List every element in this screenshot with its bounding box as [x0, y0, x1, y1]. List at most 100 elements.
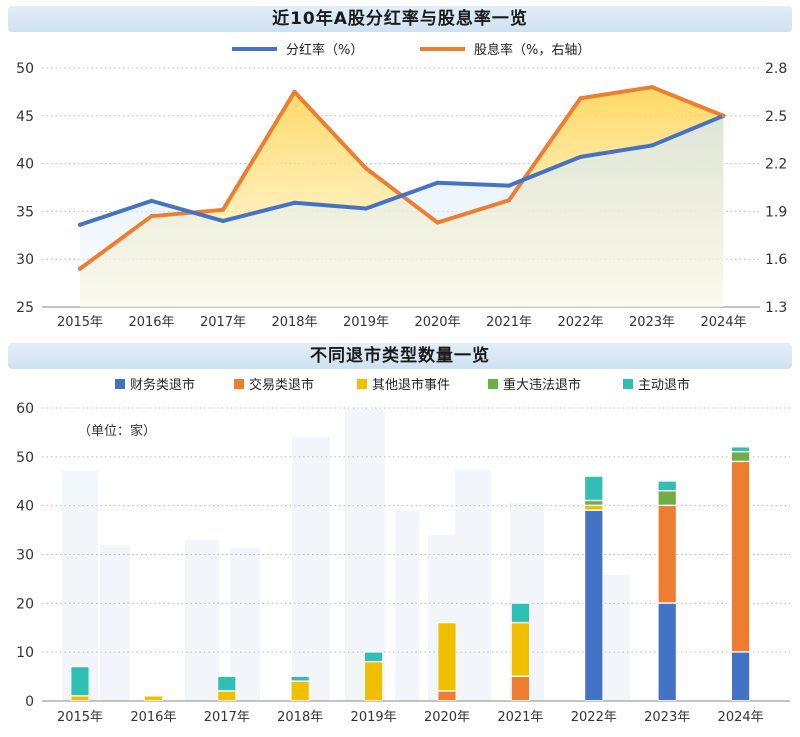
y-tick-label: 40	[16, 157, 34, 173]
bar-segment	[70, 695, 90, 701]
legend-swatch	[488, 379, 498, 389]
x-tick-label: 2021年	[486, 315, 532, 330]
bar-segment	[70, 666, 90, 696]
legend-swatch	[234, 379, 244, 389]
legend-label: 主动退市	[638, 377, 690, 393]
bar-segment	[290, 681, 310, 701]
x-tick-label: 2016年	[130, 710, 176, 725]
payout-ratio-point	[364, 206, 368, 211]
skyline-building	[292, 437, 330, 701]
y-tick-label: 40	[16, 499, 34, 515]
bar-segment	[584, 505, 604, 511]
bar-segment	[584, 500, 604, 506]
x-tick-label: 2024年	[700, 315, 746, 330]
x-tick-label: 2017年	[204, 710, 250, 725]
y2-tick-label: 2.2	[765, 157, 787, 173]
bar-segment	[437, 622, 457, 692]
dividend-yield-point	[221, 207, 225, 212]
bar-segment	[584, 510, 604, 701]
skyline-building	[100, 545, 130, 701]
bar-segment	[364, 651, 384, 662]
skyline-building	[395, 511, 419, 701]
x-tick-label: 2015年	[57, 710, 103, 725]
y-tick-label: 35	[16, 204, 34, 220]
bar-segment	[364, 661, 384, 701]
dividend-yield-point	[364, 166, 368, 171]
x-tick-label: 2022年	[557, 315, 603, 330]
y-tick-label: 10	[16, 645, 34, 661]
legend-swatch	[357, 379, 367, 389]
x-tick-label: 2024年	[718, 710, 764, 725]
bar-segment	[731, 651, 750, 701]
dividend-yield-point	[650, 85, 654, 90]
y2-tick-label: 2.8	[765, 61, 787, 77]
bar-segment	[731, 461, 750, 652]
bar-segment	[657, 505, 677, 604]
y-tick-label: 20	[16, 596, 34, 612]
payout-ratio-point	[650, 143, 654, 148]
bar-segment	[510, 676, 530, 701]
bar-segment	[657, 490, 677, 506]
x-tick-label: 2022年	[571, 710, 617, 725]
dividend-yield-point	[507, 198, 511, 203]
payout-ratio-point	[221, 218, 225, 223]
x-tick-label: 2023年	[644, 710, 690, 725]
y-tick-label: 50	[16, 61, 34, 77]
x-tick-label: 2015年	[57, 315, 103, 330]
x-tick-label: 2023年	[629, 315, 675, 330]
skyline-building	[62, 471, 98, 701]
payout-ratio-point	[78, 222, 82, 227]
y2-tick-label: 2.5	[765, 109, 787, 125]
y-tick-label: 25	[16, 300, 34, 316]
y-tick-label: 45	[16, 109, 34, 125]
x-tick-label: 2017年	[200, 315, 246, 330]
skyline-building	[230, 548, 260, 701]
bar-segment	[657, 480, 677, 491]
x-tick-label: 2020年	[424, 710, 470, 725]
x-tick-label: 2019年	[351, 710, 397, 725]
legend-label: 其他退市事件	[372, 377, 450, 393]
bar-segment	[510, 602, 530, 623]
delisting-bar-chart: 0 10 20 30 40 50 60 2015年 2016年 2017年 2018年 2019年 20…	[16, 377, 790, 725]
dividend-chart-title: 近10年A股分红率与股息率一览	[8, 6, 792, 32]
y2-tick-label: 1.9	[765, 204, 787, 220]
bar-segment	[290, 676, 310, 682]
dividend-yield-point	[149, 214, 154, 219]
bar-segment	[510, 622, 530, 677]
legend: 分红率（%） 股息率（%，右轴）	[232, 42, 590, 58]
y-tick-label: 30	[16, 252, 34, 268]
dividend-yield-point	[78, 266, 82, 271]
x-tick-label: 2019年	[343, 315, 389, 330]
dividend-chart-panel: 近10年A股分红率与股息率一览 25 30 35 40 45 50 1.3 1.6 1.9 2.2…	[0, 0, 800, 335]
dividend-yield-point	[578, 96, 583, 101]
legend-label: 财务类退市	[130, 377, 195, 393]
dividend-line-chart: 25 30 35 40 45 50 1.3 1.6 1.9 2.2 2.5 2.8 2015年 2016年…	[16, 42, 787, 330]
x-tick-label: 2018年	[277, 710, 323, 725]
delisting-chart-panel: 不同退市类型数量一览 0 10 20 30 40 50 60 2015年 2016年 2017年 2…	[0, 335, 800, 737]
payout-ratio-point	[507, 183, 511, 188]
dividend-yield-point	[435, 220, 440, 225]
payout-ratio-point	[435, 180, 440, 185]
x-tick-label: 2018年	[271, 315, 317, 330]
y-tick-label: 50	[16, 450, 34, 466]
skyline-building	[600, 575, 630, 701]
bar-segment	[731, 451, 750, 462]
y-tick-label: 30	[16, 548, 34, 564]
x-tick-label: 2020年	[414, 315, 460, 330]
payout-ratio-point	[149, 198, 154, 203]
unit-note: （单位：家）	[78, 423, 156, 439]
skyline-building	[185, 540, 219, 701]
x-tick-label: 2016年	[128, 315, 174, 330]
legend-label-yield: 股息率（%，右轴）	[474, 42, 590, 58]
legend-label: 交易类退市	[249, 377, 314, 393]
payout-ratio-point	[292, 200, 297, 205]
payout-ratio-line	[78, 113, 726, 227]
skyline-background	[62, 409, 630, 701]
payout-ratio-point	[578, 154, 583, 159]
bar-segment	[657, 602, 677, 701]
x-tick-label: 2021年	[497, 710, 543, 725]
legend-label: 重大违法退市	[503, 377, 581, 393]
y2-tick-label: 1.3	[765, 300, 787, 316]
bar-segment	[437, 690, 457, 701]
y-tick-label: 60	[16, 401, 34, 417]
